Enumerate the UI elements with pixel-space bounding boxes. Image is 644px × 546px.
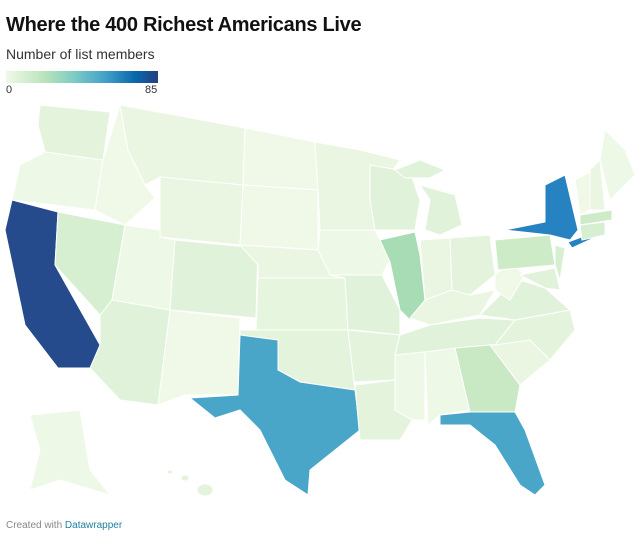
state-ct[interactable]	[579, 221, 606, 241]
state-ks[interactable]	[255, 277, 349, 331]
state-mi[interactable]	[418, 184, 463, 236]
state-ia[interactable]	[317, 229, 391, 276]
state-ny[interactable]	[504, 174, 579, 241]
state-me[interactable]	[599, 128, 636, 201]
state-pa[interactable]	[494, 234, 556, 271]
state-hi[interactable]	[166, 469, 174, 475]
state-miu[interactable]	[394, 159, 447, 179]
state-ms[interactable]	[394, 351, 426, 421]
state-wy[interactable]	[159, 176, 244, 246]
state-nh[interactable]	[589, 158, 606, 211]
state-hi[interactable]	[196, 483, 214, 497]
state-fl[interactable]	[439, 411, 546, 496]
state-vt[interactable]	[574, 171, 591, 216]
datawrapper-link[interactable]: Datawrapper	[64, 520, 123, 531]
state-sd[interactable]	[239, 184, 319, 251]
state-az[interactable]	[89, 299, 171, 406]
state-al[interactable]	[424, 347, 471, 427]
state-ak[interactable]	[29, 409, 112, 496]
state-in[interactable]	[419, 237, 453, 301]
state-md[interactable]	[518, 267, 561, 291]
state-ma[interactable]	[579, 209, 613, 226]
state-nd[interactable]	[242, 127, 319, 191]
credit-prefix: Created with	[6, 520, 63, 531]
state-hi[interactable]	[180, 474, 190, 482]
state-mt[interactable]	[119, 104, 246, 186]
state-ar[interactable]	[347, 329, 401, 391]
color-legend-bar	[6, 71, 158, 83]
legend-max: 85	[145, 84, 158, 96]
state-nj[interactable]	[554, 244, 566, 281]
state-tx[interactable]	[188, 334, 361, 496]
state-co[interactable]	[169, 239, 259, 319]
state-wa[interactable]	[37, 104, 111, 161]
state-ga[interactable]	[454, 344, 521, 413]
credit-footer: Created with Datawrapper	[6, 520, 122, 531]
chart-subtitle: Number of list members	[6, 46, 155, 62]
chart-title: Where the 400 Richest Americans Live	[6, 14, 362, 36]
state-or[interactable]	[11, 151, 104, 211]
legend-min: 0	[6, 84, 13, 96]
state-nm[interactable]	[157, 309, 241, 406]
state-oh[interactable]	[449, 234, 496, 296]
